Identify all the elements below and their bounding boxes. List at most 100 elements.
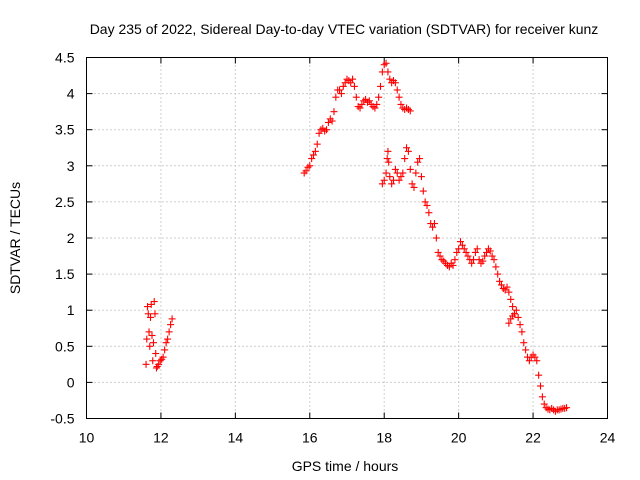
data-point <box>516 321 524 329</box>
y-tick-label: 4.5 <box>55 50 75 66</box>
data-point <box>393 86 401 94</box>
x-tick-label: 10 <box>79 430 95 446</box>
data-point <box>423 202 431 210</box>
x-tick-label: 12 <box>153 430 169 446</box>
x-tick-label: 16 <box>302 430 318 446</box>
data-point <box>429 223 437 231</box>
data-point <box>507 295 515 303</box>
data-point <box>145 328 153 336</box>
data-point <box>464 252 472 260</box>
data-point <box>152 364 160 372</box>
data-point <box>533 357 541 365</box>
x-tick-label: 22 <box>525 430 541 446</box>
data-point <box>436 252 444 260</box>
data-point <box>434 248 442 256</box>
data-point <box>339 82 347 90</box>
data-point <box>164 335 172 343</box>
data-point <box>144 310 152 318</box>
data-point <box>438 256 446 264</box>
data-point <box>462 248 470 256</box>
chart-title: Day 235 of 2022, Sidereal Day-to-day VTE… <box>90 21 599 37</box>
data-point <box>403 144 411 152</box>
y-axis-label: SDTVAR / TECUs <box>7 182 23 294</box>
data-point <box>512 306 520 314</box>
data-point <box>151 310 159 318</box>
data-point <box>468 259 476 267</box>
data-point <box>382 169 390 177</box>
data-point <box>535 371 543 379</box>
data-point <box>395 93 403 101</box>
data-point <box>399 169 407 177</box>
data-point <box>386 173 394 181</box>
data-point <box>149 339 157 347</box>
data-point <box>311 147 319 155</box>
data-point <box>425 209 433 217</box>
data-point <box>481 252 489 260</box>
data-point <box>376 82 384 90</box>
data-point <box>330 108 338 116</box>
data-point <box>336 86 344 94</box>
data-point <box>563 404 571 412</box>
data-point <box>509 303 517 311</box>
data-point <box>510 310 518 318</box>
data-point <box>304 163 312 171</box>
x-tick-label: 20 <box>451 430 467 446</box>
data-point <box>306 162 314 170</box>
data-point <box>149 357 157 365</box>
y-tick-label: -0.5 <box>50 411 74 427</box>
data-point <box>161 346 169 354</box>
data-point <box>155 360 163 368</box>
data-point <box>147 300 155 308</box>
data-point <box>385 158 393 166</box>
data-point <box>460 245 468 253</box>
data-point <box>391 165 399 173</box>
data-point <box>156 357 164 365</box>
y-tick-label: 0.5 <box>55 338 75 354</box>
data-point <box>490 256 498 264</box>
data-point <box>383 155 391 163</box>
x-axis-label: GPS time / hours <box>292 458 399 474</box>
data-point <box>313 140 321 148</box>
data-point <box>148 331 156 339</box>
data-point <box>451 256 459 264</box>
grid-lines <box>86 57 608 419</box>
data-point <box>323 126 331 134</box>
data-point <box>410 183 418 191</box>
data-point <box>406 165 414 173</box>
data-point <box>302 167 310 175</box>
y-tick-label: 1 <box>67 302 75 318</box>
data-point <box>308 155 316 163</box>
y-tick-label: 0 <box>67 374 75 390</box>
data-point <box>395 176 403 184</box>
data-point <box>365 97 373 105</box>
data-point <box>328 117 336 125</box>
x-tick-label: 18 <box>376 430 392 446</box>
data-point <box>347 79 355 87</box>
data-point <box>401 155 409 163</box>
data-point <box>371 104 379 112</box>
y-tick-label: 1.5 <box>55 266 75 282</box>
x-tick-label: 24 <box>600 430 616 446</box>
data-point <box>324 118 332 126</box>
data-point <box>373 100 381 108</box>
data-point <box>406 107 414 115</box>
data-point <box>473 245 481 253</box>
data-point <box>561 404 569 412</box>
data-point <box>315 129 323 137</box>
data-point <box>505 288 513 296</box>
y-tick-label: 4 <box>67 86 75 102</box>
data-point <box>380 61 388 69</box>
data-point <box>479 257 487 265</box>
x-tick-label: 14 <box>228 430 244 446</box>
data-point <box>144 303 152 311</box>
data-point <box>538 393 546 401</box>
data-point <box>496 277 504 285</box>
data-point <box>522 346 530 354</box>
data-point <box>150 298 158 306</box>
data-point <box>375 93 383 101</box>
data-point <box>349 75 357 83</box>
data-point <box>555 406 563 414</box>
data-point <box>457 238 465 246</box>
data-point <box>486 247 494 255</box>
